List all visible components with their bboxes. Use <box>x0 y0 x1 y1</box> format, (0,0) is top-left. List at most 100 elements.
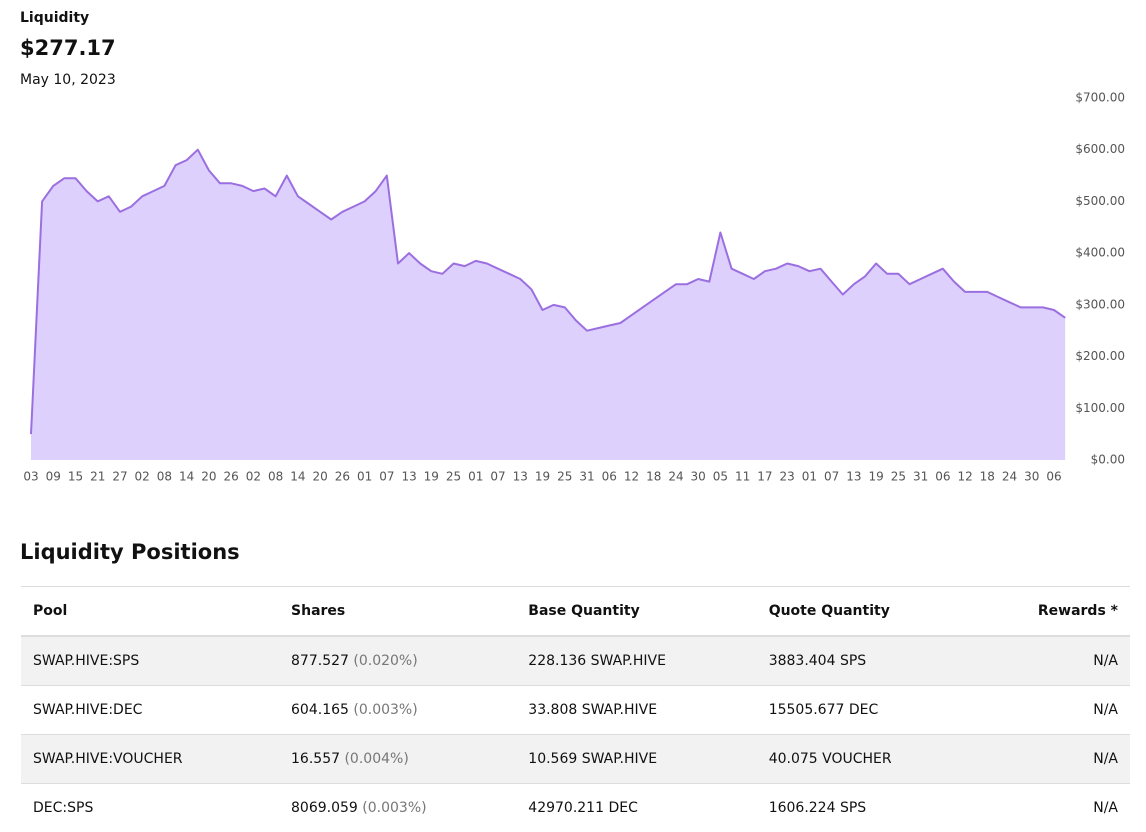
x-tick-label: 24 <box>668 470 683 484</box>
y-tick-label: $100.00 <box>1075 401 1125 415</box>
y-tick-label: $300.00 <box>1075 297 1125 311</box>
x-tick-label: 08 <box>157 470 172 484</box>
column-header: Quote Quantity <box>756 586 976 637</box>
y-tick-label: $200.00 <box>1075 349 1125 363</box>
x-tick-label: 26 <box>335 470 350 484</box>
shares-value: 877.527 <box>291 653 349 669</box>
x-tick-label: 19 <box>535 470 550 484</box>
table-row: SWAP.HIVE:VOUCHER 16.557 (0.004%) 10.569 S… <box>21 734 1130 784</box>
chart: $0.00 $100.00 $200.00 $300.00 $400.00 $500.00… <box>23 91 1125 484</box>
pool-cell: SWAP.HIVE:DEC <box>21 685 280 735</box>
x-tick-label: 18 <box>646 470 661 484</box>
x-tick-label: 14 <box>179 470 194 484</box>
x-tick-label: 30 <box>691 470 706 484</box>
column-header: Pool <box>21 586 280 637</box>
table-row: SWAP.HIVE:DEC 604.165 (0.003%) 33.808 SWAP… <box>21 685 1130 735</box>
shares-percent: (0.004%) <box>344 751 409 767</box>
quote-cell: 3883.404 SPS <box>756 636 976 686</box>
x-tick-label: 25 <box>891 470 906 484</box>
x-tick-label: 20 <box>312 470 327 484</box>
x-tick-label: 31 <box>579 470 594 484</box>
header-value: $277.17 <box>20 36 116 60</box>
x-tick-label: 20 <box>201 470 216 484</box>
column-header: Base Quantity <box>516 586 757 637</box>
x-tick-label: 24 <box>1002 470 1017 484</box>
shares-value: 8069.059 <box>291 800 358 816</box>
shares-cell: 877.527 (0.020%) <box>279 636 517 686</box>
x-tick-label: 01 <box>357 470 372 484</box>
shares-percent: (0.003%) <box>362 800 427 816</box>
shares-value: 16.557 <box>291 751 341 767</box>
x-tick-label: 31 <box>913 470 928 484</box>
header-date: May 10, 2023 <box>20 72 116 88</box>
shares-percent: (0.020%) <box>353 653 418 669</box>
x-tick-label: 09 <box>46 470 61 484</box>
x-tick-label: 06 <box>1046 470 1061 484</box>
shares-value: 604.165 <box>291 702 349 718</box>
x-tick-label: 27 <box>112 470 127 484</box>
header-row: Pool Shares Base Quantity Quote Quantity Rew… <box>21 586 1130 637</box>
x-tick-label: 19 <box>868 470 883 484</box>
y-tick-label: $700.00 <box>1075 91 1125 105</box>
base-cell: 33.808 SWAP.HIVE <box>516 685 757 735</box>
table-row: DEC:SPS 8069.059 (0.003%) 42970.211 DEC 160… <box>21 783 1130 832</box>
pool-cell: DEC:SPS <box>21 783 280 832</box>
rewards-cell: N/A <box>975 734 1130 784</box>
shares-percent: (0.003%) <box>353 702 418 718</box>
pool-cell: SWAP.HIVE:VOUCHER <box>21 734 280 784</box>
base-cell: 42970.211 DEC <box>516 783 757 832</box>
x-tick-label: 07 <box>379 470 394 484</box>
x-tick-label: 06 <box>602 470 617 484</box>
table-row: SWAP.HIVE:SPS 877.527 (0.020%) 228.136 SWA… <box>21 636 1130 686</box>
x-tick-label: 19 <box>424 470 439 484</box>
x-tick-label: 01 <box>468 470 483 484</box>
x-tick-label: 05 <box>713 470 728 484</box>
y-tick-label: $400.00 <box>1075 246 1125 260</box>
quote-cell: 15505.677 DEC <box>756 685 976 735</box>
x-tick-label: 02 <box>246 470 261 484</box>
x-tick-label: 07 <box>824 470 839 484</box>
pool-cell: SWAP.HIVE:SPS <box>21 636 280 686</box>
y-tick-label: $500.00 <box>1075 194 1125 208</box>
shares-cell: 604.165 (0.003%) <box>279 685 517 735</box>
y-tick-label: $0.00 <box>1091 453 1125 467</box>
x-tick-label: 06 <box>935 470 950 484</box>
rewards-cell: N/A <box>975 636 1130 686</box>
rewards-cell: N/A <box>975 685 1130 735</box>
x-tick-label: 07 <box>490 470 505 484</box>
positions-title: Liquidity Positions <box>20 540 240 564</box>
quote-cell: 40.075 VOUCHER <box>756 734 976 784</box>
x-tick-label: 21 <box>90 470 105 484</box>
line <box>30 148 1066 435</box>
x-tick-label: 18 <box>980 470 995 484</box>
x-tick-label: 03 <box>23 470 38 484</box>
x-tick-label: 12 <box>624 470 639 484</box>
x-tick-label: 14 <box>290 470 305 484</box>
x-tick-label: 01 <box>802 470 817 484</box>
shares-cell: 16.557 (0.004%) <box>279 734 517 784</box>
x-tick-label: 13 <box>513 470 528 484</box>
rewards-cell: N/A <box>975 783 1130 832</box>
y-tick-label: $600.00 <box>1075 142 1125 156</box>
header-title: Liquidity <box>20 10 90 26</box>
column-header: Shares <box>279 586 517 637</box>
x-tick-label: 13 <box>846 470 861 484</box>
base-cell: 228.136 SWAP.HIVE <box>516 636 757 686</box>
base-cell: 10.569 SWAP.HIVE <box>516 734 757 784</box>
shares-cell: 8069.059 (0.003%) <box>279 783 517 832</box>
x-tick-label: 08 <box>268 470 283 484</box>
x-tick-label: 17 <box>757 470 772 484</box>
x-tick-label: 25 <box>446 470 461 484</box>
x-tick-label: 26 <box>224 470 239 484</box>
x-tick-label: 15 <box>68 470 83 484</box>
positions-table: Pool Shares Base Quantity Quote Quantity Rew… <box>21 586 1130 832</box>
area <box>31 149 1066 460</box>
x-tick-label: 13 <box>401 470 416 484</box>
x-tick-label: 23 <box>780 470 795 484</box>
x-tick-label: 12 <box>957 470 972 484</box>
x-tick-label: 30 <box>1024 470 1039 484</box>
x-tick-label: 11 <box>735 470 750 484</box>
quote-cell: 1606.224 SPS <box>756 783 976 832</box>
column-header: Rewards * <box>975 586 1130 637</box>
